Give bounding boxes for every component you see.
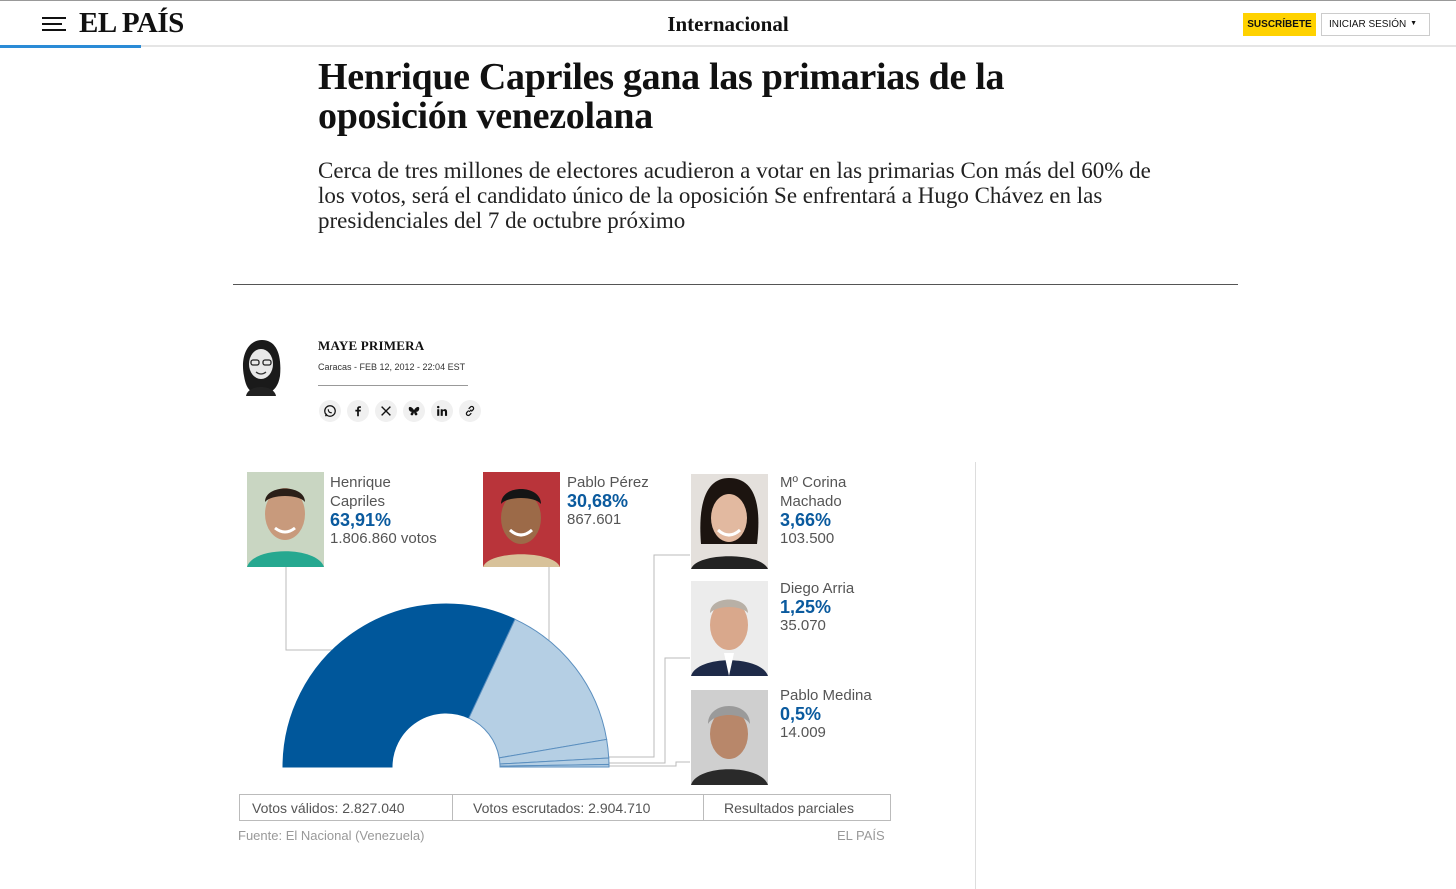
results-status: Resultados parciales [724, 799, 854, 816]
candidate-votes: 103.500 [780, 530, 835, 547]
linkedin-icon[interactable] [431, 400, 453, 422]
byline-divider [318, 385, 468, 386]
candidate-label-arria: Diego Arria 1,25% 35.070 [780, 579, 854, 635]
candidate-votes: 867.601 [567, 511, 622, 528]
chart-segment-pablo-p-rez [468, 618, 608, 759]
author-avatar[interactable] [236, 336, 286, 396]
candidate-name: Mº Corina [780, 474, 847, 491]
link-icon[interactable] [459, 400, 481, 422]
reading-progress-bar [0, 45, 141, 48]
share-toolbar [319, 400, 481, 422]
candidate-name: Pablo Medina [780, 687, 872, 704]
graphic-credit: EL PAÍS [837, 828, 885, 843]
site-logo[interactable]: EL PAÍS [79, 7, 184, 39]
candidate-label-perez: Pablo Pérez 30,68% 867.601 [567, 473, 649, 529]
x-icon[interactable] [375, 400, 397, 422]
graphic-source: Fuente: El Nacional (Venezuela) [238, 828, 425, 843]
whatsapp-icon[interactable] [319, 400, 341, 422]
results-semicircle-chart [282, 554, 690, 768]
candidate-votes: 35.070 [780, 617, 826, 634]
candidate-percentage: 30,68% [567, 491, 629, 511]
candidate-percentage: 0,5% [780, 704, 822, 724]
bluesky-icon[interactable] [403, 400, 425, 422]
chart-segment-henrique-capriles [282, 603, 516, 768]
hamburger-menu-icon[interactable] [42, 16, 66, 32]
candidate-label-capriles: Henrique Capriles 63,91% 1.806.860 votos [330, 473, 437, 548]
candidate-photo-perez [483, 472, 560, 567]
candidate-photo-medina [691, 690, 768, 785]
candidate-percentage: 63,91% [330, 510, 392, 530]
candidate-votes: 1.806.860 votos [330, 530, 437, 547]
candidate-votes: 14.009 [780, 724, 826, 741]
subscribe-button[interactable]: SUSCRÍBETE [1243, 13, 1316, 36]
candidate-name: Diego Arria [780, 580, 855, 597]
section-title[interactable]: Internacional [667, 12, 789, 36]
article-headline: Henrique Capriles gana las primarias de … [318, 56, 1005, 137]
caret-down-icon: ▼ [1410, 20, 1417, 27]
top-navigation-bar: EL PAÍS Internacional SUSCRÍBETE INICIAR… [0, 0, 1456, 47]
valid-votes: Votos válidos: 2.827.040 [240, 795, 453, 820]
vote-summary-bar: Votos válidos: 2.827.040 Votos escrutado… [239, 794, 891, 821]
candidate-photo-capriles [247, 472, 324, 567]
article-subheadline: Cerca de tres millones de electores acud… [318, 158, 1151, 233]
election-results-graphic: Henrique Capriles 63,91% 1.806.860 votos… [236, 462, 976, 889]
article-dateline: Caracas - FEB 12, 2012 - 22:04 EST [318, 362, 466, 372]
candidate-label-machado: Mº Corina Machado 3,66% 103.500 [780, 473, 846, 548]
facebook-icon[interactable] [347, 400, 369, 422]
candidate-name: Henrique [330, 474, 391, 491]
candidate-percentage: 3,66% [780, 510, 832, 530]
counted-votes: Votos escrutados: 2.904.710 [453, 795, 704, 820]
candidate-name: Pablo Pérez [567, 474, 649, 491]
login-label: INICIAR SESIÓN [1329, 19, 1407, 30]
candidate-name-line2: Machado [780, 493, 842, 510]
login-dropdown[interactable]: INICIAR SESIÓN ▼ [1321, 13, 1430, 36]
candidate-photo-machado [691, 474, 768, 569]
candidate-percentage: 1,25% [780, 597, 832, 617]
chart-segment-pablo-medina [499, 763, 610, 768]
candidate-name-line2: Capriles [330, 493, 386, 510]
header-divider [233, 284, 1238, 285]
candidate-photo-arria [691, 581, 768, 676]
author-name[interactable]: MAYE PRIMERA [318, 338, 425, 353]
candidate-label-medina: Pablo Medina 0,5% 14.009 [780, 686, 872, 742]
